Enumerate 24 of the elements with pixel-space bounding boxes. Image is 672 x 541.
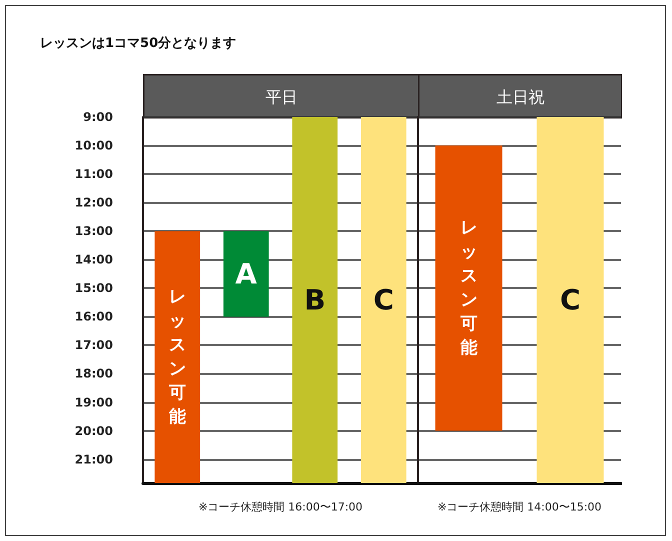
y-tick-label: 16:00 [74,310,113,324]
chart-title: 土日祝 [496,87,544,106]
y-tick-label: 11:00 [74,167,113,182]
x-tick-label: C [373,284,394,316]
y-tick-label: 21:00 [74,452,113,466]
x-tick-label: C [560,284,581,316]
text: ※コーチ休憩時間 16:00〜17:00 [198,500,363,514]
x-tick-label: レッスン可能 [459,218,478,358]
text: レッスンは1コマ50分となります [40,36,236,51]
y-tick-label: 18:00 [74,366,113,381]
y-tick-label: 17:00 [74,338,113,352]
y-tick-label: 10:00 [74,138,113,153]
y-tick-label: 20:00 [74,424,113,438]
text: ※コーチ休憩時間 14:00〜15:00 [437,500,602,514]
y-tick-label: 14:00 [74,252,113,267]
y-tick-label: 15:00 [74,281,113,296]
chart-title: 平日 [265,87,298,106]
x-tick-label: レッスン可能 [168,287,186,428]
y-tick-label: 12:00 [74,196,113,210]
y-tick-label: 19:00 [74,395,113,410]
x-tick-label: B [304,284,326,316]
y-tick-label: 9:00 [83,110,113,124]
x-tick-label: A [235,257,258,290]
y-tick-label: 13:00 [74,224,113,238]
